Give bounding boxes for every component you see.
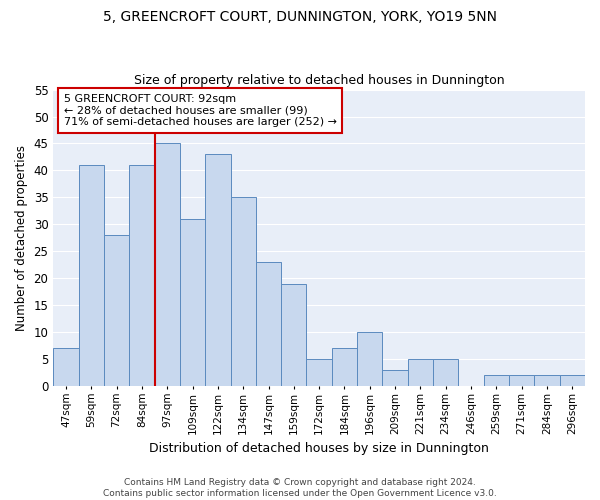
Bar [53, 348, 79, 386]
Bar [332, 348, 357, 386]
Bar [433, 359, 458, 386]
Title: Size of property relative to detached houses in Dunnington: Size of property relative to detached ho… [134, 74, 505, 87]
Bar [180, 219, 205, 386]
Bar [307, 359, 332, 386]
Bar [230, 198, 256, 386]
Bar [104, 235, 129, 386]
Bar [256, 262, 281, 386]
Bar [484, 375, 509, 386]
Text: 5, GREENCROFT COURT, DUNNINGTON, YORK, YO19 5NN: 5, GREENCROFT COURT, DUNNINGTON, YORK, Y… [103, 10, 497, 24]
Bar [509, 375, 535, 386]
Bar [408, 359, 433, 386]
Y-axis label: Number of detached properties: Number of detached properties [15, 145, 28, 331]
Bar [281, 284, 307, 386]
Bar [382, 370, 408, 386]
Bar [205, 154, 230, 386]
Bar [357, 332, 382, 386]
Text: 5 GREENCROFT COURT: 92sqm
← 28% of detached houses are smaller (99)
71% of semi-: 5 GREENCROFT COURT: 92sqm ← 28% of detac… [64, 94, 337, 127]
Bar [560, 375, 585, 386]
Bar [155, 144, 180, 386]
Bar [79, 165, 104, 386]
X-axis label: Distribution of detached houses by size in Dunnington: Distribution of detached houses by size … [149, 442, 489, 455]
Bar [129, 165, 155, 386]
Bar [535, 375, 560, 386]
Text: Contains HM Land Registry data © Crown copyright and database right 2024.
Contai: Contains HM Land Registry data © Crown c… [103, 478, 497, 498]
